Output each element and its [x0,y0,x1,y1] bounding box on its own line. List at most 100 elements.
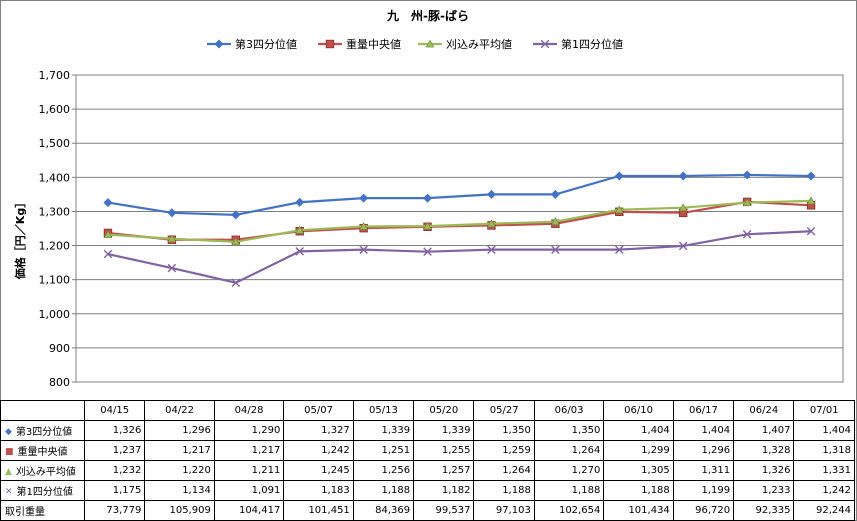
data-point [423,247,432,256]
table-cell: 92,244 [793,500,855,521]
legend-label: 第1四分位値 [561,37,623,51]
table-cell: 1,182 [413,480,475,501]
table-row: ◆ 第3四分位値 1,326 1,296 1,290 1,327 1,339 1,339 1,3… [0,420,855,441]
legend-item: 第3四分位値 [207,37,297,51]
grid-layer [76,74,843,383]
table-cell: 1,264 [473,460,535,481]
chart-svg: 九 州-豚-ばら 価格［円／Kg］ 800 900 1,000 1,100 1,200 1… [13,8,844,389]
table-cell: 1,242 [793,480,855,501]
data-point [551,217,560,226]
table-cell: 1,404 [672,420,735,441]
data-point [550,189,560,199]
square-marker-icon: ■ [5,447,14,457]
table-cell: 1,264 [533,440,605,461]
table-cell: 1,256 [352,460,415,481]
table-cell: 97,103 [473,500,535,521]
table-row-label: ◆ 第3四分位値 [0,420,85,441]
data-point [423,193,433,203]
y-tick-label: 1,400 [39,171,71,184]
table-cell: 1,339 [352,420,415,441]
table-cell: 1,217 [144,440,215,461]
table-cell: 101,434 [603,500,674,521]
data-point [295,225,305,234]
legend-marker [325,39,335,49]
data-point [231,278,241,288]
data-point [487,245,496,254]
table-row-label: 取引重量 [0,500,85,521]
legend-label: 重量中央値 [346,37,401,51]
data-point [423,221,432,230]
row-label-text: 第1四分位値 [16,487,73,498]
axis-layer: 800 900 1,000 1,100 1,200 1,300 1,400 1,500 1,60… [39,69,844,389]
table-cell: 1,339 [413,420,475,441]
table-cell: 104,417 [213,500,285,521]
data-point [678,241,688,251]
table-cell: 1,188 [603,480,674,501]
y-tick-label: 1,600 [39,103,71,116]
table-cell: 1,134 [144,480,215,501]
table-cell: 1,237 [83,440,146,461]
table-cell: 1,296 [144,420,215,441]
table-cell: 1,217 [213,440,285,461]
table-cell: 1,242 [283,440,354,461]
series-1 [103,170,816,220]
data-point [103,198,113,208]
table-cell: 1,407 [733,420,795,441]
table-cell: 102,654 [533,500,605,521]
data-point [678,171,688,181]
table-cell: 1,326 [83,420,146,441]
data-point [359,222,368,230]
x-marker-icon: ✕ [5,487,13,497]
table-row: ■ 重量中央値 1,237 1,217 1,217 1,242 1,251 1,255 1,25… [0,440,855,461]
legend-marker [540,39,550,49]
x-tick-label: 05/20 [413,400,475,421]
series-4 [103,226,816,288]
table-row: ✕ 第1四分位値 1,175 1,134 1,091 1,183 1,188 1,182 1,1… [0,480,855,501]
table-cell: 92,335 [733,500,795,521]
data-point [167,263,177,273]
table-cell: 1,183 [283,480,354,501]
data-point [678,203,688,212]
table-cell: 1,175 [83,480,146,501]
data-point [742,198,752,206]
y-tick-label: 900 [49,342,70,355]
table-cell: 1,404 [603,420,674,441]
table-cell: 1,326 [733,460,795,481]
table-cell: 1,188 [352,480,415,501]
y-tick-label: 1,500 [39,137,71,150]
data-point [486,189,496,199]
x-tick-label: 04/15 [83,400,146,421]
data-point [359,193,369,203]
data-point [231,237,241,246]
table-cell: 1,305 [603,460,674,481]
table-cell: 1,188 [473,480,535,501]
table-cell: 1,331 [793,460,855,481]
table-cell: 1,327 [283,420,354,441]
x-tick-label: 06/10 [603,400,674,421]
data-point [806,171,816,181]
y-tick-label: 1,000 [39,308,71,321]
row-label-text: 第3四分位値 [15,427,73,438]
table-row-label: ✕ 第1四分位値 [0,480,85,501]
y-axis-label: 価格［円／Kg］ [13,197,27,280]
data-point [231,210,241,220]
diamond-marker-icon: ◆ [5,427,12,437]
legend-marker [425,39,435,48]
series-layer [103,170,816,288]
data-point [614,245,624,254]
table-cell: 1,404 [793,420,855,441]
y-tick-label: 1,100 [39,274,71,287]
y-tick-label: 1,200 [39,240,71,253]
table-cell: 1,311 [672,460,735,481]
x-tick-label: 05/13 [352,400,415,421]
table-cell: 1,318 [793,440,855,461]
x-tick-label: 06/03 [533,400,605,421]
data-point [167,208,177,218]
series-line [107,200,812,241]
table-cell: 1,259 [473,440,535,461]
series-line [107,230,812,284]
legend-marker [214,39,224,49]
series-line [107,173,812,216]
table-cell: 73,779 [83,500,146,521]
table-cell: 105,909 [144,500,215,521]
